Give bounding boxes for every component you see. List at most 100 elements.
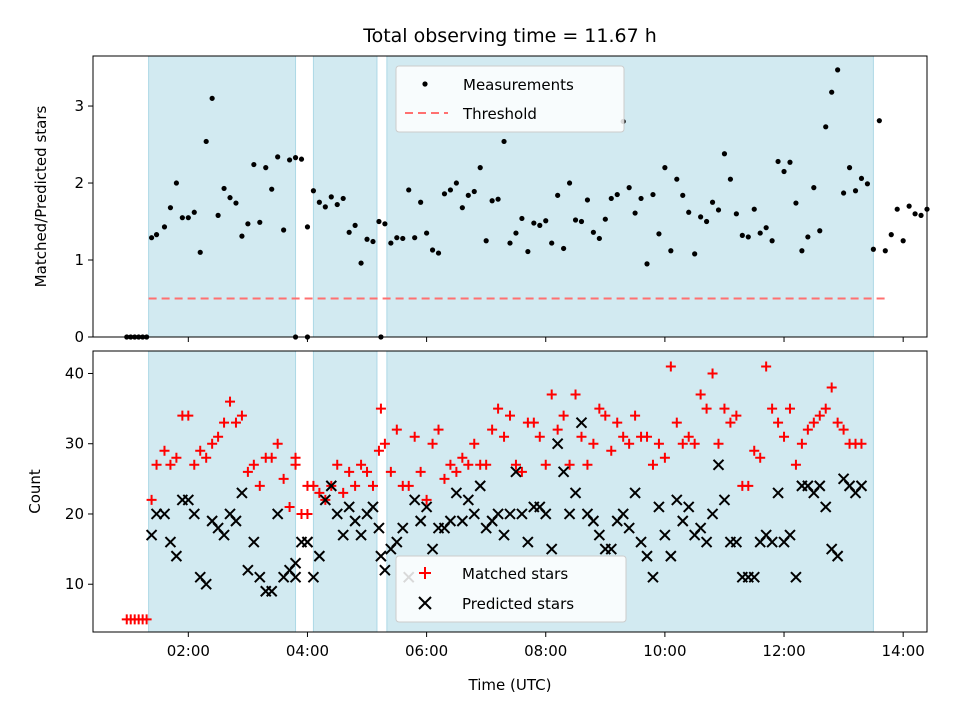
matched-star-point	[362, 466, 373, 477]
y-tick-label: 40	[65, 364, 84, 382]
measurement-point	[531, 220, 537, 226]
matched-star-point	[248, 459, 259, 470]
measurement-point	[441, 191, 448, 197]
measurement-point	[680, 192, 686, 198]
predicted-star-point	[182, 494, 195, 506]
matched-star-point	[779, 431, 790, 442]
predicted-star-point	[145, 529, 158, 541]
measurement-point	[358, 260, 364, 266]
chart-title: Total observing time = 11.67 h	[362, 25, 657, 47]
measurement-point	[161, 224, 168, 230]
matched-star-point	[707, 368, 718, 379]
legend-matched-label: Matched stars	[462, 565, 568, 583]
predicted-star-point	[623, 522, 635, 534]
matched-star-point	[731, 410, 742, 421]
predicted-star-point	[450, 487, 463, 499]
matched-star-point	[302, 508, 313, 519]
y-tick-label: 10	[65, 575, 84, 593]
predicted-star-point	[426, 543, 439, 555]
matched-star-point	[505, 410, 515, 421]
measurement-point	[608, 195, 614, 202]
matched-star-point	[379, 438, 390, 449]
matched-star-point	[558, 410, 569, 421]
measurement-point	[310, 188, 317, 194]
matched-star-point	[165, 459, 176, 470]
x-tick-label: 08:00	[524, 642, 567, 660]
measurement-point	[412, 235, 418, 241]
measurement-point	[340, 195, 346, 202]
predicted-star-point	[349, 515, 361, 527]
predicted-star-point	[254, 571, 266, 583]
matched-star-point	[415, 466, 426, 477]
measurement-point	[400, 235, 406, 242]
matched-star-point	[332, 459, 343, 470]
measurement-point	[429, 247, 436, 253]
measurement-point	[537, 222, 543, 228]
predicted-star-point	[158, 508, 171, 520]
matched-star-point	[677, 438, 688, 449]
measurement-point	[870, 246, 876, 252]
matched-star-point	[284, 501, 295, 512]
measurement-point	[721, 151, 728, 157]
measurement-point	[376, 218, 382, 225]
matched-star-point	[373, 445, 384, 456]
measurement-point	[817, 228, 823, 234]
predicted-star-point	[629, 487, 641, 499]
measurement-point	[858, 175, 865, 182]
x-tick-label: 04:00	[286, 642, 329, 660]
matched-star-point	[375, 403, 386, 414]
measurement-point	[292, 155, 299, 161]
matched-star-point	[457, 452, 468, 463]
measurement-point	[227, 195, 233, 201]
matched-star-point	[624, 438, 635, 449]
predicted-star-point	[462, 494, 475, 506]
measurement-point	[286, 157, 293, 163]
matched-star-point	[606, 445, 617, 456]
matched-star-point	[618, 431, 629, 442]
predicted-star-point	[677, 515, 689, 527]
matched-star-point	[695, 389, 706, 400]
predicted-star-point	[218, 529, 230, 541]
measurement-point	[876, 118, 882, 124]
predicted-star-point	[236, 487, 248, 499]
measurement-point	[638, 195, 644, 202]
legend-threshold-label: Threshold	[462, 105, 537, 123]
measurement-point	[424, 230, 430, 236]
measurement-point	[328, 194, 334, 200]
measurement-point	[763, 225, 769, 231]
predicted-star-point	[641, 550, 653, 562]
predicted-star-point	[790, 571, 802, 583]
matched-star-point	[671, 417, 682, 428]
measurement-point	[835, 67, 841, 73]
predicted-star-point	[700, 536, 713, 548]
measurement-point	[882, 248, 888, 254]
predicted-star-point	[563, 508, 576, 520]
matched-star-point	[612, 417, 623, 428]
measurement-point	[650, 191, 656, 198]
measurement-point	[674, 176, 680, 182]
predicted-star-point	[170, 550, 183, 562]
predicted-star-point	[289, 557, 302, 569]
matched-star-point	[445, 459, 456, 470]
observing-window	[148, 350, 297, 633]
y-tick-label: 1	[74, 251, 84, 269]
predicted-star-point	[516, 508, 528, 520]
matched-star-point	[582, 459, 593, 470]
measurement-point	[281, 227, 287, 233]
matched-star-point	[820, 403, 831, 414]
measurement-point	[269, 186, 275, 192]
measurement-point	[906, 203, 912, 209]
matched-star-point	[743, 480, 754, 491]
predicted-star-point	[706, 508, 719, 520]
measurement-point	[239, 233, 245, 239]
measurement-point	[846, 165, 853, 171]
matched-star-point	[516, 466, 527, 477]
legend: Matched stars Predicted stars	[395, 555, 627, 623]
measurement-point	[566, 180, 573, 186]
predicted-star-point	[391, 536, 403, 548]
matched-star-point	[469, 438, 480, 449]
predicted-star-point	[474, 480, 486, 492]
measurement-point	[584, 197, 591, 203]
predicted-star-point	[456, 515, 469, 527]
